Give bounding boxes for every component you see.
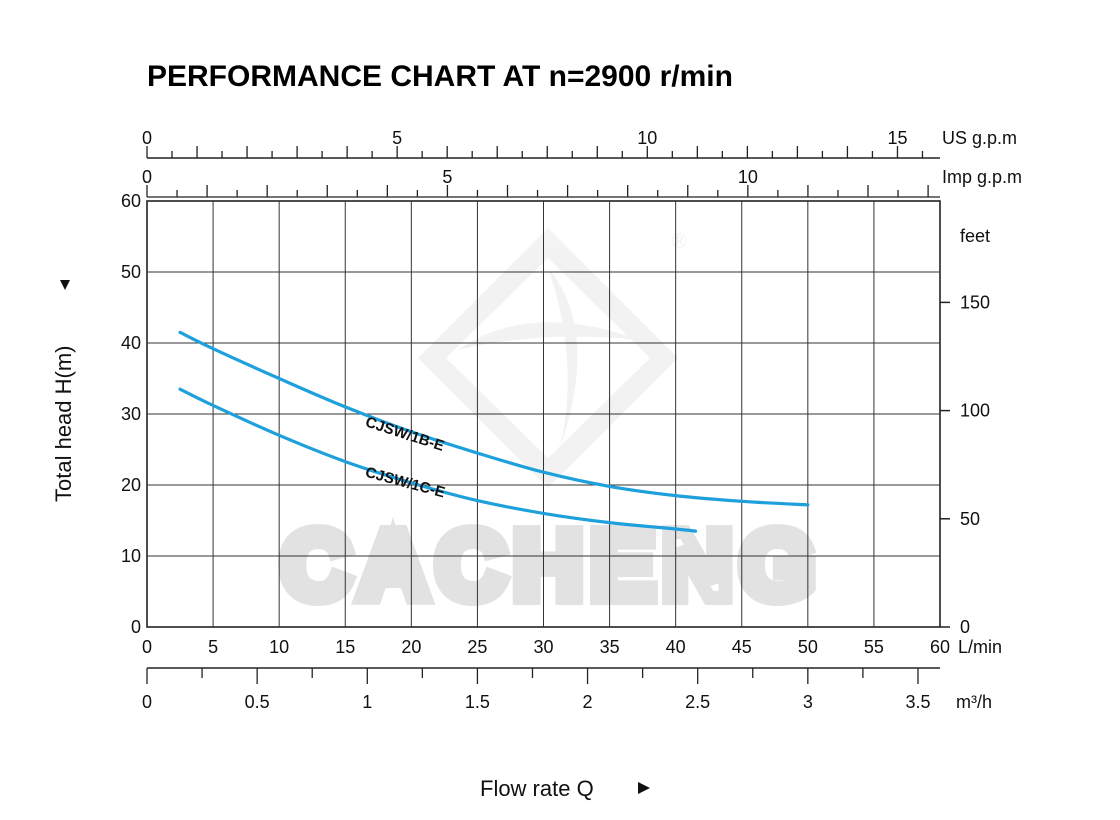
chart-grid (146, 200, 941, 628)
m3h-tick-label: 0 (142, 692, 152, 712)
imp-gpm-tick-label: 10 (738, 167, 758, 187)
chart-axes: 0 5 10 15 20 25 30 35 40 45 50 55 600102030405060L/m… (121, 128, 1022, 712)
feet-tick-label: 50 (960, 509, 980, 529)
watermark-registered-mark: ® (672, 231, 687, 253)
x-tick-label: 25 (467, 637, 487, 657)
m3h-tick-label: 0.5 (245, 692, 270, 712)
feet-tick-label: 150 (960, 292, 990, 312)
watermark-logo: ® (418, 228, 687, 488)
x-unit-label: L/min (958, 637, 1002, 657)
x-tick-label: 35 (600, 637, 620, 657)
x-tick-label: 50 (798, 637, 818, 657)
m3h-tick-label: 1.5 (465, 692, 490, 712)
watermark-brand-text: CACHENG (281, 512, 822, 619)
x-tick-label: 55 (864, 637, 884, 657)
x-tick-label: 10 (269, 637, 289, 657)
imp-gpm-tick-label: 5 (442, 167, 452, 187)
x-tick-label: 15 (335, 637, 355, 657)
us-gpm-tick-label: 5 (392, 128, 402, 148)
m3h-tick-label: 2 (583, 692, 593, 712)
chart-title: PERFORMANCE CHART AT n=2900 r/min (147, 60, 733, 93)
m3h-tick-label: 1 (362, 692, 372, 712)
m3h-tick-label: 3 (803, 692, 813, 712)
y-tick-label: 50 (121, 262, 141, 282)
m3h-unit-label: m³/h (956, 692, 992, 712)
x-tick-label: 45 (732, 637, 752, 657)
y-tick-label: 30 (121, 404, 141, 424)
us-gpm-tick-label: 0 (142, 128, 152, 148)
x-tick-label: 20 (401, 637, 421, 657)
feet-unit-label: feet (960, 226, 990, 246)
m3h-tick-label: 2.5 (685, 692, 710, 712)
x-tick-label: 60 (930, 637, 950, 657)
x-tick-label: 40 (666, 637, 686, 657)
y-tick-label: 0 (131, 617, 141, 637)
y-tick-label: 40 (121, 333, 141, 353)
series-label: CJSW/1C-E (364, 464, 447, 502)
y-tick-label: 10 (121, 546, 141, 566)
us-gpm-tick-label: 15 (887, 128, 907, 148)
x-axis-title: Flow rate Q (480, 776, 594, 801)
feet-tick-label: 0 (960, 617, 970, 637)
us-gpm-tick-label: 10 (637, 128, 657, 148)
x-tick-label: 30 (533, 637, 553, 657)
series-label: CJSW/1B-E (363, 414, 446, 455)
x-axis-arrow-icon (638, 782, 650, 794)
m3h-tick-label: 3.5 (905, 692, 930, 712)
y-axis-arrow-icon (60, 280, 70, 290)
y-axis-title: Total head H(m) (51, 345, 76, 502)
x-tick-label: 0 (142, 637, 152, 657)
series-line-cjsw-1c-e (178, 387, 698, 533)
imp-gpm-unit-label: Imp g.p.m (942, 167, 1022, 187)
us-gpm-unit-label: US g.p.m (942, 128, 1017, 148)
y-tick-label: 20 (121, 475, 141, 495)
y-tick-label: 60 (121, 191, 141, 211)
feet-tick-label: 100 (960, 401, 990, 421)
imp-gpm-tick-label: 0 (142, 167, 152, 187)
x-tick-label: 5 (208, 637, 218, 657)
series-line-cjsw-1b-e (178, 330, 810, 507)
